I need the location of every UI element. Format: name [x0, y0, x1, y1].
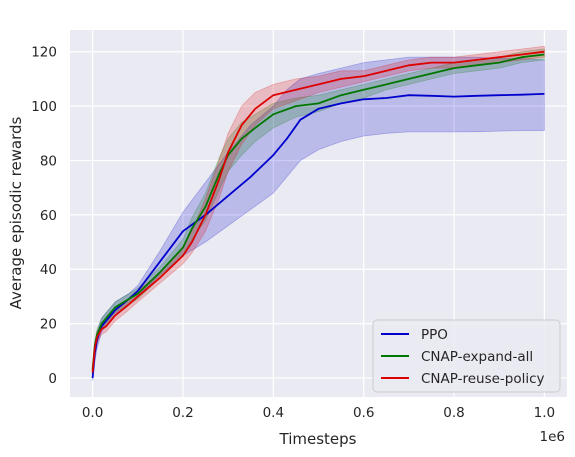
- legend-label: CNAP-reuse-policy: [421, 371, 545, 387]
- legend-box: [372, 319, 561, 393]
- x-tick-label: 0.6: [353, 405, 374, 421]
- series-lines: [91, 50, 545, 379]
- series-line-1: [91, 53, 545, 370]
- legend: PPO CNAP-expand-all CNAP-reuse-policy: [372, 319, 561, 393]
- y-tick-label: 40: [40, 262, 57, 278]
- legend-label: CNAP-expand-all: [421, 349, 533, 365]
- x-axis-label: Timesteps: [279, 430, 357, 448]
- x-tick-label: 0.4: [263, 405, 284, 421]
- tick-labels: 0.0 0.2 0.4 0.6 0.8 1.0 0 20 40 60 80 100 120: [31, 45, 555, 421]
- x-offset-label: 1e6: [540, 429, 565, 445]
- x-tick-label: 0.0: [82, 405, 103, 421]
- y-axis-label: Average episodic rewards: [7, 116, 25, 309]
- y-tick-label: 0: [48, 371, 57, 387]
- y-tick-label: 80: [40, 153, 57, 169]
- x-tick-label: 0.8: [443, 405, 464, 421]
- series-line-0: [91, 93, 545, 379]
- y-tick-label: 20: [40, 317, 57, 333]
- y-tick-label: 120: [31, 45, 57, 61]
- legend-label: PPO: [421, 327, 448, 343]
- x-tick-label: 0.2: [172, 405, 193, 421]
- y-tick-label: 100: [31, 99, 57, 115]
- series-line-2: [91, 50, 545, 373]
- grid: [70, 30, 567, 397]
- y-tick-label: 60: [40, 208, 57, 224]
- confidence-band-0: [92, 56, 545, 381]
- x-tick-label: 1.0: [534, 405, 555, 421]
